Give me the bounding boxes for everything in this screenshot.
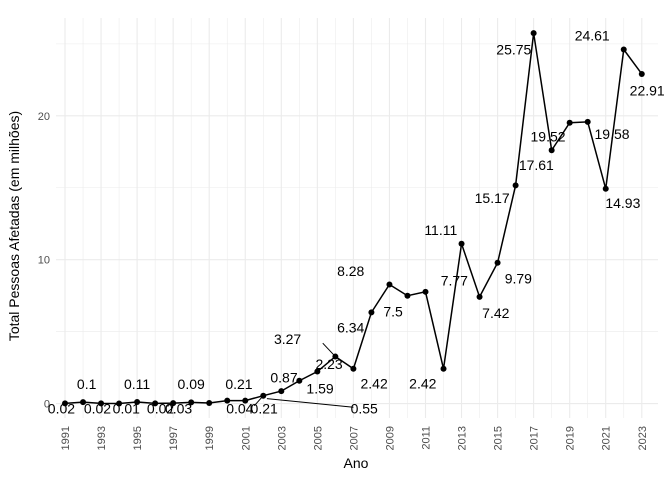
data-label: 6.34 [337,319,364,335]
data-point [188,399,195,406]
y-tick-label: 0 [44,399,50,411]
x-tick-label: 1997 [168,426,180,450]
data-point [548,147,555,154]
data-label: 0.09 [178,376,205,392]
data-label: 24.61 [575,27,610,43]
x-tick-label: 2013 [457,426,469,450]
data-point [476,293,483,300]
data-point [458,240,465,247]
data-point [80,399,87,406]
data-label: 8.28 [337,263,364,279]
data-point [584,118,591,125]
data-label: 0.01 [113,401,140,417]
x-tick-label: 2021 [601,426,613,450]
data-point [98,400,105,407]
data-label: 2.23 [315,356,342,372]
data-label: 0.21 [251,401,278,417]
data-point [116,400,123,407]
data-label: 14.93 [605,195,640,211]
data-points [62,30,645,407]
data-point [602,185,609,192]
data-point [494,259,501,266]
data-label: 22.91 [630,83,665,99]
x-tick-label: 2001 [240,426,252,450]
data-label: 7.42 [482,305,509,321]
x-tick-label: 2011 [420,426,432,450]
data-point [386,281,393,288]
data-point [620,46,627,53]
data-point [368,309,375,316]
y-tick-label: 10 [38,255,50,267]
x-tick-label: 2015 [493,426,505,450]
data-label: 19.58 [595,126,630,142]
label-leader-lines [253,342,354,408]
data-label: 0.02 [48,401,75,417]
data-point [296,377,303,384]
data-point [170,400,177,407]
data-point [638,70,645,77]
leader-line [266,398,354,408]
data-label: 2.42 [360,375,387,391]
data-label: 0.21 [225,376,252,392]
data-point [440,365,447,372]
data-point [224,397,231,404]
data-label: 0.55 [351,401,378,417]
x-tick-label: 2023 [637,426,649,450]
data-point [404,292,411,299]
data-point [278,388,285,395]
data-point [566,119,573,126]
data-label: 0.02 [84,401,111,417]
data-label: 17.61 [519,157,554,173]
data-label: 0.11 [124,376,150,392]
data-label: 0.02 [147,401,174,417]
data-label: 2.42 [409,375,436,391]
data-label: 0.1 [77,376,97,392]
data-label: 3.27 [274,331,301,347]
data-label: 0.03 [165,401,192,417]
y-axis-title: Total Pessoas Afetadas (em milhões) [6,111,22,341]
data-point [422,288,429,295]
x-axis-ticks: 1991 1993 1995 1997 1999 2001 2003 2005 2007 2009… [60,426,649,450]
data-point [152,400,159,407]
x-tick-label: 1993 [96,426,108,450]
y-axis-ticks: 0 10 20 [38,111,50,411]
data-point [134,399,141,406]
y-tick-label: 20 [38,111,50,123]
data-label: 7.77 [441,273,468,289]
x-tick-label: 2017 [529,426,541,450]
x-tick-label: 2019 [565,426,577,450]
data-point [62,400,69,407]
data-point [332,353,339,360]
leader-line [322,342,336,357]
data-label: 19.52 [531,129,566,145]
data-label: 0.87 [270,370,297,386]
x-tick-label: 2005 [312,426,324,450]
x-tick-label: 2009 [384,426,396,450]
x-tick-label: 1991 [60,426,72,450]
data-point [512,182,519,189]
data-labels: 0.020.10.02 0.010.110.020.030.090.040.210… [48,27,665,416]
data-point [530,30,537,37]
data-label: 7.5 [383,304,403,320]
x-tick-label: 2007 [348,426,360,450]
data-point [206,400,213,407]
x-axis-title: Ano [344,455,369,471]
data-label: 0.04 [226,401,253,417]
data-label: 25.75 [496,42,531,58]
data-point [260,392,267,399]
data-label: 15.17 [475,190,510,206]
minor-gridlines [56,18,658,418]
data-point [314,368,321,375]
data-label: 1.59 [306,381,333,397]
x-tick-label: 2003 [276,426,288,450]
data-label: 9.79 [505,270,532,286]
data-point [350,365,357,372]
major-gridlines [56,18,658,418]
x-tick-label: 1995 [132,426,144,450]
data-point [242,397,249,404]
data-label: 11.11 [424,222,457,238]
x-tick-label: 1999 [204,426,216,450]
